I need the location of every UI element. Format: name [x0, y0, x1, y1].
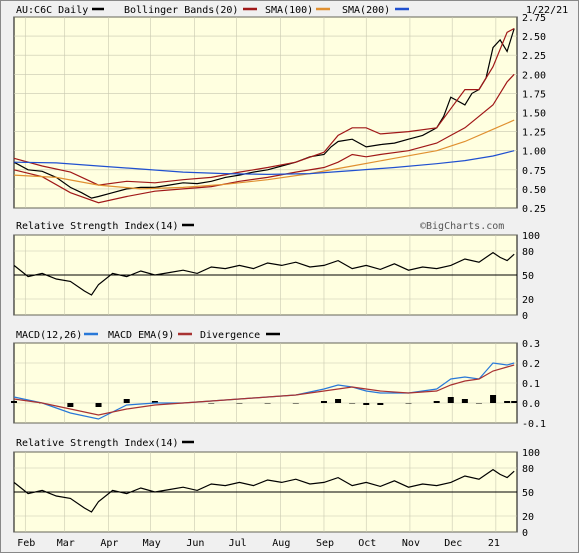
rsi2-ytick-label: 100: [522, 448, 540, 459]
price-ytick-label: 2.00: [522, 70, 546, 81]
rsi-ytick-label: 50: [522, 271, 534, 282]
price-ytick-label: 0.25: [522, 204, 546, 215]
x-tick-label: Dec: [444, 538, 462, 549]
divergence-bar: [208, 403, 215, 404]
rsi-panel: 100 80 50 20 0 Relative Strength Index(14): [13, 221, 540, 322]
legend-sma100: SMA(100): [265, 5, 313, 16]
price-panel: 2.75 2.50 2.25 2.00 1.75 1.50 1.25 1.00 0.75 0.50…: [13, 5, 568, 232]
x-axis: Feb Mar Apr May Jun Jul Aug Sep Oct Nov Dec 21: [17, 538, 500, 549]
x-tick-label: Jun: [186, 538, 204, 549]
divergence-bar: [264, 403, 271, 404]
divergence-bar: [67, 403, 74, 407]
x-tick-label: Mar: [57, 538, 75, 549]
rsi2-ytick-label: 50: [522, 488, 534, 499]
divergence-bar: [475, 403, 482, 404]
rsi2-ytick-label: 0: [522, 528, 528, 539]
macd-ytick-label: 0.2: [522, 359, 540, 370]
divergence-bar: [433, 401, 440, 403]
x-tick-label: Oct: [358, 538, 376, 549]
rsi2-series-rsi: [13, 468, 515, 513]
macd-ytick-label: 0.0: [522, 399, 540, 410]
rsi2-ytick-label: 20: [522, 512, 534, 523]
price-series-bollinger-lower: [13, 73, 515, 204]
divergence-bar: [349, 403, 356, 404]
rsi2-title: Relative Strength Index(14): [16, 438, 179, 449]
rsi-ytick-label: 100: [522, 231, 540, 242]
divergence-bar: [461, 399, 468, 403]
price-ytick-label: 0.75: [522, 166, 546, 177]
rsi-ytick-label: 20: [522, 295, 534, 306]
divergence-bar: [123, 399, 130, 403]
divergence-bar: [490, 395, 497, 403]
divergence-bar: [335, 399, 342, 403]
divergence-bar: [447, 397, 454, 403]
divergence-bar: [11, 401, 17, 403]
divergence-bar: [320, 401, 327, 403]
x-tick-label: 21: [488, 538, 500, 549]
x-tick-label: Jul: [229, 538, 247, 549]
divergence-bar: [151, 401, 158, 403]
macd-ytick-label: -0.1: [522, 419, 546, 430]
date-label: 1/22/21: [526, 5, 568, 16]
rsi-ytick-label: 80: [522, 247, 534, 258]
x-tick-label: Sep: [316, 538, 334, 549]
legend-sma200: SMA(200): [342, 5, 390, 16]
price-title: AU:C6C Daily: [16, 5, 88, 16]
rsi-ytick-label: 0: [522, 311, 528, 322]
macd-series-macd-12-26-: [13, 362, 515, 420]
x-tick-label: Aug: [272, 538, 290, 549]
macd-legend-macd: MACD(12,26): [16, 330, 82, 341]
price-series-sma-200-: [13, 150, 515, 176]
divergence-bar: [405, 403, 412, 404]
legend-bollinger: Bollinger Bands(20): [124, 5, 238, 16]
divergence-bar: [504, 401, 511, 403]
price-series-bollinger-upper: [13, 27, 515, 186]
divergence-bar: [511, 401, 518, 403]
price-ytick-label: 1.75: [522, 89, 546, 100]
price-ytick-label: 2.75: [522, 13, 546, 24]
price-ytick-label: 2.50: [522, 32, 546, 43]
x-tick-label: Nov: [402, 538, 420, 549]
watermark: ©BigCharts.com: [420, 221, 504, 232]
macd-series-macd-ema-9-: [13, 364, 515, 416]
rsi-title: Relative Strength Index(14): [16, 221, 179, 232]
price-ytick-label: 2.25: [522, 51, 546, 62]
rsi2-ytick-label: 80: [522, 464, 534, 475]
price-ytick-label: 1.50: [522, 109, 546, 120]
price-ytick-label: 1.00: [522, 147, 546, 158]
price-series-sma-100-: [13, 119, 515, 190]
macd-ytick-label: 0.1: [522, 379, 540, 390]
rsi2-panel: 100 80 50 20 0 Relative Strength Index(14): [13, 438, 540, 539]
divergence-bar: [95, 403, 102, 407]
divergence-bar: [292, 403, 299, 404]
macd-legend-divergence: Divergence: [200, 330, 260, 341]
rsi-series-rsi: [13, 251, 515, 296]
macd-legend-ema: MACD EMA(9): [108, 330, 174, 341]
divergence-bar: [236, 403, 243, 404]
macd-ytick-label: 0.3: [522, 339, 540, 350]
macd-panel: 0.3 0.2 0.1 0.0 -0.1 MACD(12,26) MACD EMA(9)…: [11, 330, 546, 430]
x-tick-label: May: [143, 538, 161, 549]
x-tick-label: Feb: [17, 538, 35, 549]
divergence-bar: [363, 403, 370, 405]
price-legend: Bollinger Bands(20) SMA(100) SMA(200): [92, 5, 409, 16]
divergence-bar: [377, 403, 384, 405]
price-ytick-label: 0.50: [522, 185, 546, 196]
price-ytick-label: 1.25: [522, 128, 546, 139]
x-tick-label: Apr: [100, 538, 118, 549]
